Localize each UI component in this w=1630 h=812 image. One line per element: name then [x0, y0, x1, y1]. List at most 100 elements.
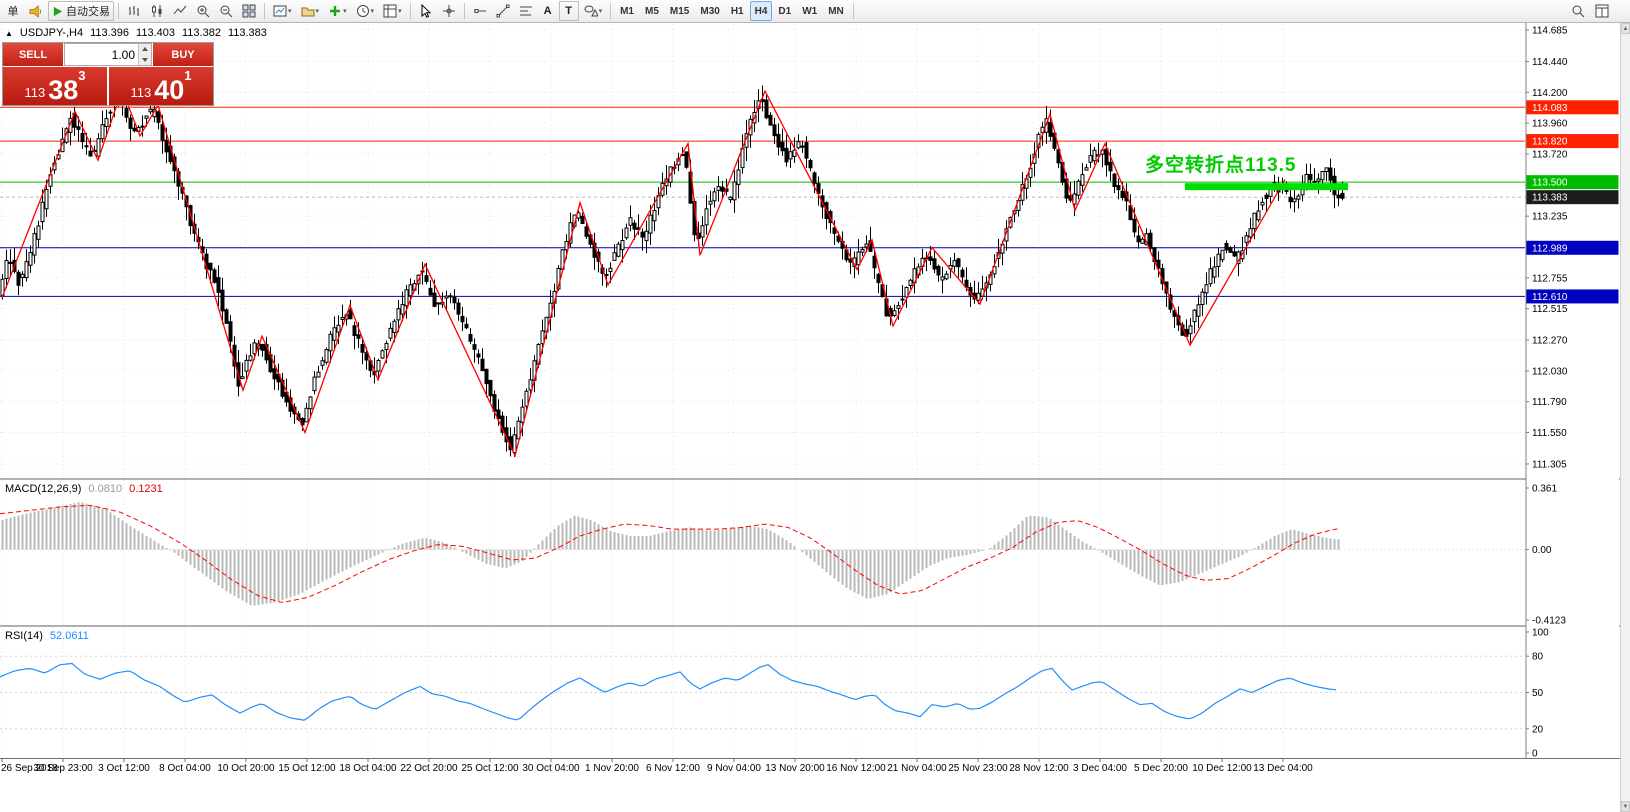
date-tick-label: 8 Oct 04:00	[159, 763, 211, 774]
date-tick-label: 13 Nov 20:00	[765, 763, 825, 774]
date-tick-label: 10 Oct 20:00	[217, 763, 275, 774]
price-badge-113.500: 113.500	[1526, 175, 1619, 190]
macd-scale-label: 0.00	[1532, 545, 1552, 556]
trendline-tool-icon[interactable]	[492, 1, 514, 21]
horizontal-line-tool-icon[interactable]	[469, 1, 491, 21]
indicators-icon[interactable]: ▾	[324, 1, 351, 21]
candlestick-chart-type-icon[interactable]	[146, 1, 168, 21]
svg-text:114.083: 114.083	[1532, 103, 1568, 114]
date-tick-label: 22 Oct 20:00	[400, 763, 458, 774]
shapes-tool-icon[interactable]: ▾	[580, 1, 607, 21]
zoom-out-icon[interactable]	[215, 1, 237, 21]
svg-text:113.500: 113.500	[1532, 178, 1568, 189]
scroll-down-button[interactable]: ▼	[1621, 801, 1630, 812]
symbol-period-label: USDJPY-,H4	[19, 27, 84, 39]
volume-spinner[interactable]	[138, 44, 151, 65]
fibonacci-tool-icon[interactable]	[515, 1, 537, 21]
timeframe-d1-button[interactable]: D1	[773, 1, 796, 21]
toolbar-separator	[610, 3, 612, 19]
cursor-icon[interactable]	[415, 1, 437, 21]
date-tick-label: 6 Nov 12:00	[646, 763, 700, 774]
annotation-text[interactable]: 多空转折点113.5	[1145, 155, 1297, 176]
price-badge-114.083: 114.083	[1526, 100, 1619, 115]
timeframe-h1-button[interactable]: H1	[726, 1, 749, 21]
panel-separator[interactable]	[0, 478, 1630, 480]
price-tick-label: 112.270	[1532, 336, 1568, 347]
label-tool-icon[interactable]: T	[558, 1, 579, 21]
profiles-icon[interactable]: ▾	[297, 1, 324, 21]
search-icon[interactable]	[1567, 1, 1589, 21]
buy-price-button[interactable]: 113 40 1	[109, 67, 213, 105]
toolbar-right-group	[1567, 1, 1627, 21]
buy-button[interactable]: BUY	[153, 43, 213, 66]
macd-scale-label: 0.361	[1532, 484, 1557, 495]
play-icon	[53, 6, 63, 16]
svg-text:112.989: 112.989	[1532, 243, 1568, 254]
scrollbar-track[interactable]	[1621, 34, 1630, 801]
new-order-button[interactable]: 单	[3, 1, 23, 21]
price-tick-label: 113.720	[1532, 149, 1568, 160]
sell-price-button[interactable]: 113 38 3	[3, 67, 107, 105]
svg-text:112.610: 112.610	[1532, 292, 1568, 303]
arrow-up-icon: ▲	[1622, 25, 1629, 32]
macd-name: MACD(12,26,9)	[5, 483, 82, 495]
price-axis[interactable]: 114.685114.440114.200113.960113.720113.4…	[1525, 23, 1619, 760]
sell-price-sup: 3	[78, 68, 86, 83]
spinner-up-icon[interactable]	[139, 44, 151, 55]
rsi-value: 52.0611	[49, 630, 89, 642]
zoom-in-icon[interactable]	[192, 1, 214, 21]
rsi-scale-label: 80	[1532, 652, 1544, 663]
price-tick-label: 111.790	[1532, 397, 1567, 408]
line-chart-type-icon[interactable]	[169, 1, 191, 21]
horizontal-level-lines[interactable]	[0, 106, 1525, 297]
volume-box[interactable]: 1.00	[64, 43, 152, 66]
macd-signal-value: 0.1231	[129, 483, 163, 495]
data-window-icon[interactable]	[1591, 1, 1613, 21]
vertical-scrollbar[interactable]: ▲ ▼	[1620, 23, 1630, 812]
autotrading-button[interactable]: 自动交易	[48, 1, 114, 21]
timeframe-m5-button[interactable]: M5	[640, 1, 664, 21]
price-tick-label: 114.200	[1532, 88, 1568, 99]
templates-icon[interactable]: ▾	[379, 1, 406, 21]
macd-label: MACD(12,26,9) 0.0810 0.1231	[5, 483, 163, 495]
date-tick-label: 9 Nov 04:00	[707, 763, 761, 774]
price-tick-label: 111.550	[1532, 428, 1567, 439]
tile-windows-icon[interactable]	[238, 1, 260, 21]
timeframe-m30-button[interactable]: M30	[695, 1, 724, 21]
new-chart-icon[interactable]: ▾	[269, 1, 296, 21]
timeframe-mn-button[interactable]: MN	[823, 1, 849, 21]
sell-button[interactable]: SELL	[3, 43, 63, 66]
timeframe-m1-button[interactable]: M1	[615, 1, 639, 21]
crosshair-icon[interactable]	[438, 1, 460, 21]
periods-icon[interactable]: ▾	[352, 1, 379, 21]
price-tick-label: 114.685	[1532, 26, 1568, 37]
low-value: 113.382	[182, 27, 221, 39]
text-tool-icon[interactable]: A	[538, 1, 558, 21]
rsi-scale-label: 0	[1532, 749, 1538, 760]
date-tick-label: 13 Dec 04:00	[1253, 763, 1313, 774]
horn-icon[interactable]	[24, 1, 47, 21]
timeframe-h4-button[interactable]: H4	[749, 1, 773, 21]
macd-indicator	[0, 502, 1340, 606]
panel-separator[interactable]	[0, 625, 1630, 627]
price-tick-label: 113.235	[1532, 212, 1568, 223]
rsi-name: RSI(14)	[5, 630, 43, 642]
spinner-down-icon[interactable]	[139, 54, 151, 65]
timeframe-w1-button[interactable]: W1	[797, 1, 822, 21]
bear-candle-bodies	[8, 92, 1345, 451]
price-badge-112.989: 112.989	[1526, 240, 1619, 255]
zigzag-line[interactable]	[1, 87, 1286, 458]
bar-chart-type-icon[interactable]	[123, 1, 145, 21]
highlight-green-bar[interactable]	[1185, 183, 1348, 191]
price-tick-label: 112.755	[1532, 273, 1568, 284]
collapse-triangle-icon[interactable]: ▲	[5, 28, 13, 38]
dropdown-caret-icon: ▾	[343, 8, 347, 15]
scroll-up-button[interactable]: ▲	[1621, 23, 1630, 34]
volume-value[interactable]: 1.00	[111, 47, 135, 62]
sell-price-main: 38	[48, 74, 79, 105]
one-click-trading-panel: SELL 1.00 BUY 113 38 3 113 40 1	[2, 42, 214, 106]
toolbar-separator	[409, 3, 411, 19]
timeframe-m15-button[interactable]: M15	[665, 1, 694, 21]
